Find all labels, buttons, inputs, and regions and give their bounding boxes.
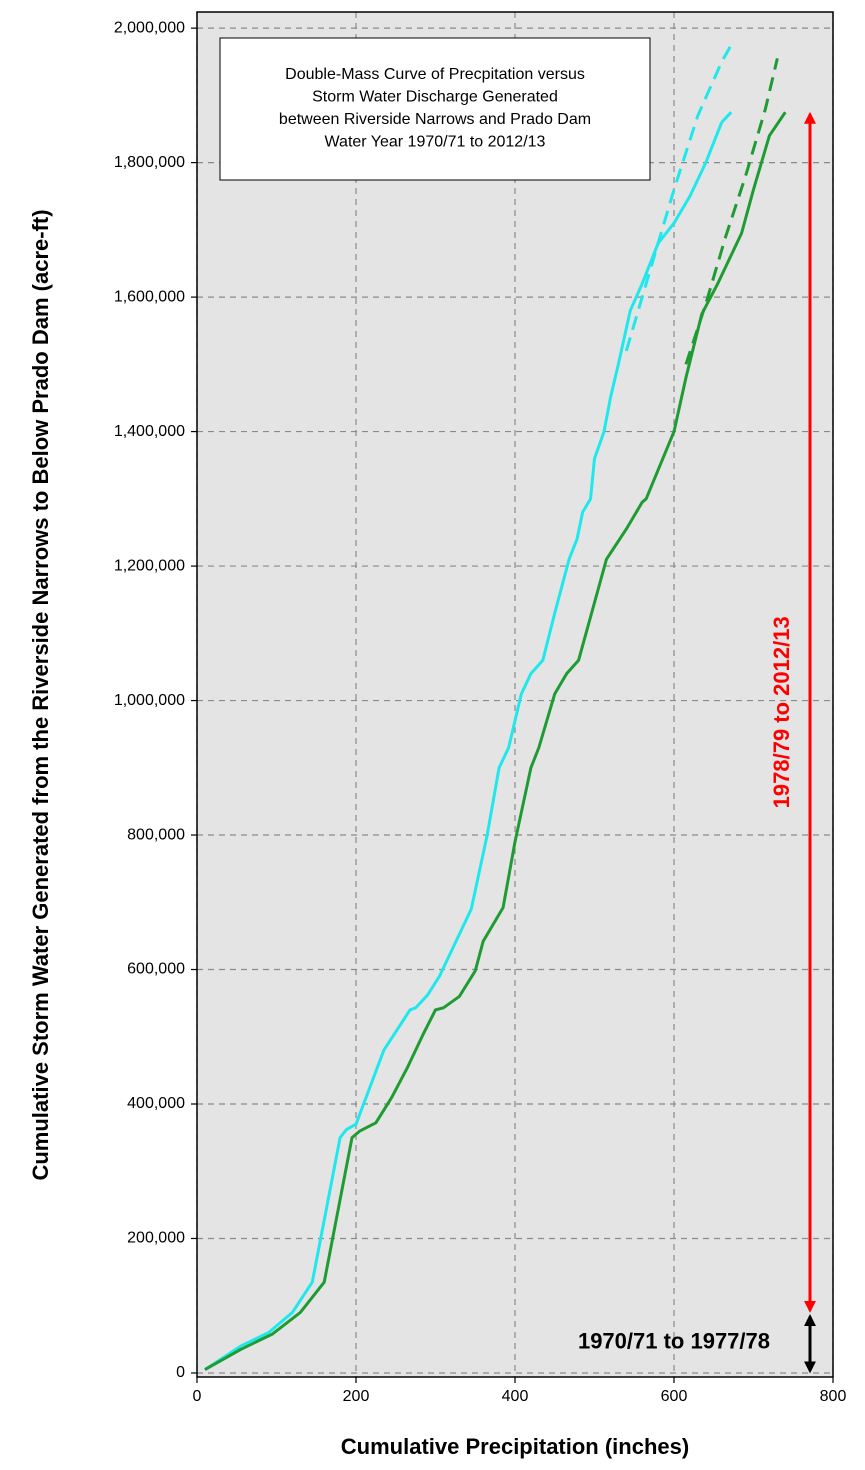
y-tick-label: 1,200,000: [114, 557, 185, 574]
lines: [204, 44, 787, 1371]
x-tick-label: 400: [502, 1388, 529, 1405]
title: Double-Mass Curve of Precpitation versus…: [279, 66, 591, 151]
annotation: 1978/79 to 2012/13: [769, 616, 794, 808]
y-tick-label: 2,000,000: [114, 19, 185, 36]
y-tick-label: 0: [176, 1364, 185, 1381]
annotation: 1970/71 to 1977/78: [578, 1329, 770, 1354]
projection-line: [624, 44, 733, 352]
chart-title: Storm Water Discharge Generated: [312, 89, 558, 106]
projection-line: [720, 111, 733, 124]
y-tick-label: 1,000,000: [114, 692, 185, 709]
chart-title: Water Year 1970/71 to 2012/13: [325, 134, 546, 151]
y-tick-label: 1,400,000: [114, 423, 185, 440]
y-tick-label: 400,000: [127, 1095, 185, 1112]
x-tick-label: 800: [820, 1388, 847, 1405]
data-line: [204, 121, 724, 1371]
chart-title: Double-Mass Curve of Precpitation versus: [285, 66, 585, 83]
x-axis-label: Cumulative Precipitation (inches): [341, 1434, 689, 1459]
chart-title: between Riverside Narrows and Prado Dam: [279, 111, 591, 128]
annotations: 1978/79 to 2012/13 1970/71 to 1977/78: [578, 111, 816, 1374]
ticks: 0 200,000 400,000 600,000 800,000 1,000,000 1,…: [114, 19, 847, 1405]
data-line: [204, 111, 787, 1371]
y-axis-label: Cumulative Storm Water Generated from th…: [28, 209, 53, 1180]
y-tick-label: 800,000: [127, 826, 185, 843]
x-tick-label: 0: [193, 1388, 202, 1405]
y-tick-label: 1,800,000: [114, 154, 185, 171]
x-tick-label: 600: [661, 1388, 688, 1405]
y-tick-label: 200,000: [127, 1230, 185, 1247]
y-tick-label: 1,600,000: [114, 288, 185, 305]
projection-line: [684, 58, 779, 365]
x-tick-label: 200: [343, 1388, 370, 1405]
y-tick-label: 600,000: [127, 961, 185, 978]
title-box: [219, 37, 651, 181]
